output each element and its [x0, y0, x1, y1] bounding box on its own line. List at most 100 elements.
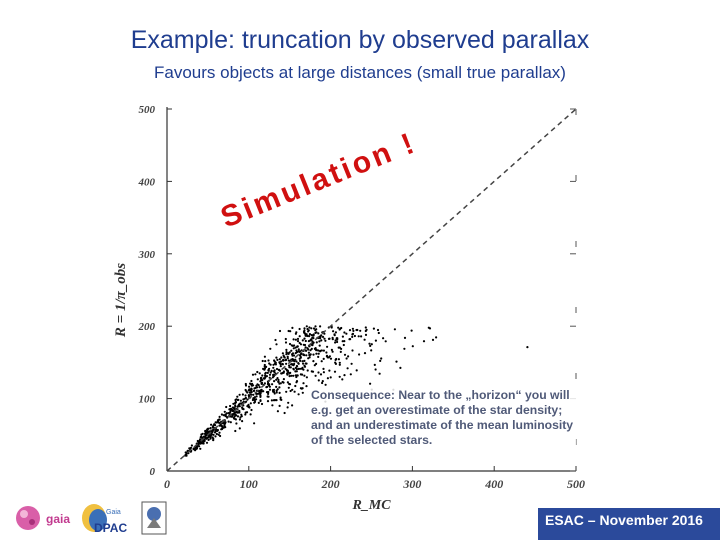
scatter-point: [297, 393, 300, 396]
scatter-point: [256, 386, 259, 389]
scatter-point: [213, 423, 216, 426]
scatter-point: [295, 380, 299, 383]
scatter-point: [238, 409, 241, 413]
scatter-point: [320, 334, 323, 337]
scatter-point: [291, 326, 294, 329]
scatter-point: [326, 377, 329, 380]
scatter-point: [333, 333, 336, 336]
reference-line: [166, 108, 577, 472]
scatter-point: [267, 392, 270, 395]
scatter-point: [272, 390, 275, 393]
scatter-point: [368, 342, 371, 345]
scatter-point: [358, 353, 361, 356]
scatter-point: [300, 367, 303, 370]
scatter-point: [377, 331, 380, 335]
scatter-point: [308, 356, 311, 359]
scatter-point: [265, 386, 268, 389]
scatter-point: [317, 352, 320, 355]
x-tick-label: 300: [402, 477, 421, 491]
scatter-point: [285, 362, 288, 365]
scatter-point: [282, 354, 285, 357]
scatter-point: [298, 335, 301, 338]
scatter-point: [322, 349, 325, 352]
scatter-point: [379, 359, 382, 362]
scatter-point: [222, 414, 225, 417]
scatter-point: [292, 374, 295, 377]
scatter-point: [286, 381, 289, 384]
scatter-point: [217, 418, 221, 421]
scatter-point: [263, 355, 266, 358]
scatter-point: [293, 344, 296, 347]
scatter-point: [278, 404, 281, 407]
scatter-point: [360, 335, 363, 338]
scatter-point: [234, 402, 237, 405]
scatter-point: [291, 404, 294, 407]
scatter-point: [337, 326, 340, 329]
scatter-point: [342, 343, 345, 347]
scatter-point: [343, 331, 346, 334]
scatter-point: [410, 329, 413, 332]
scatter-point: [259, 399, 262, 402]
scatter-point: [204, 430, 207, 433]
scatter-point: [277, 368, 280, 371]
scatter-point: [526, 346, 529, 349]
scatter-point: [278, 382, 281, 385]
scatter-point: [229, 410, 232, 413]
scatter-point: [311, 344, 314, 347]
scatter-point: [298, 350, 301, 353]
scatter-point: [275, 356, 278, 359]
scatter-point: [264, 372, 267, 375]
scatter-point: [264, 360, 267, 363]
scatter-point: [258, 386, 261, 389]
scatter-point: [209, 437, 212, 440]
scatter-point: [249, 413, 252, 416]
scatter-point: [315, 341, 318, 344]
scatter-point: [279, 396, 282, 399]
scatter-point: [277, 378, 280, 382]
scatter-point: [260, 379, 263, 382]
scatter-point: [357, 335, 360, 338]
scatter-point: [251, 373, 255, 376]
scatter-point: [305, 385, 308, 388]
scatter-point: [305, 354, 308, 357]
scatter-point: [299, 359, 302, 362]
scatter-point: [257, 401, 260, 404]
scatter-point: [248, 391, 251, 394]
scatter-point: [338, 361, 341, 364]
scatter-point: [269, 347, 272, 350]
scatter-point: [312, 333, 315, 336]
scatter-point: [301, 373, 304, 376]
scatter-point: [235, 410, 238, 413]
scatter-point: [312, 341, 315, 344]
scatter-point: [227, 420, 230, 423]
scatter-point: [250, 384, 254, 387]
scatter-point: [218, 424, 221, 427]
scatter-point: [317, 371, 320, 374]
scatter-point: [306, 369, 309, 372]
scatter-point: [350, 362, 353, 365]
scatter-point: [261, 374, 264, 377]
scatter-point: [270, 399, 273, 402]
scatter-point: [281, 362, 284, 366]
scatter-point: [303, 332, 306, 335]
scatter-point: [268, 373, 272, 376]
scatter-point: [337, 358, 340, 361]
scatter-point: [290, 363, 293, 366]
scatter-point: [286, 372, 289, 375]
scatter-point: [320, 339, 323, 342]
scatter-point: [232, 402, 235, 405]
scatter-point: [308, 335, 311, 338]
scatter-point: [238, 393, 241, 396]
scatter-point: [268, 367, 271, 370]
scatter-point: [275, 378, 278, 381]
scatter-point: [340, 326, 343, 330]
slide-title: Example: truncation by observed parallax: [130, 26, 590, 54]
scatter-point: [299, 356, 302, 359]
scatter-point: [305, 376, 308, 379]
chart-axes: [166, 107, 577, 472]
scatter-point: [314, 374, 317, 377]
scatter-point: [202, 442, 205, 445]
scatter-point: [258, 372, 261, 375]
scatter-point: [307, 348, 310, 351]
scatter-point: [347, 355, 350, 358]
